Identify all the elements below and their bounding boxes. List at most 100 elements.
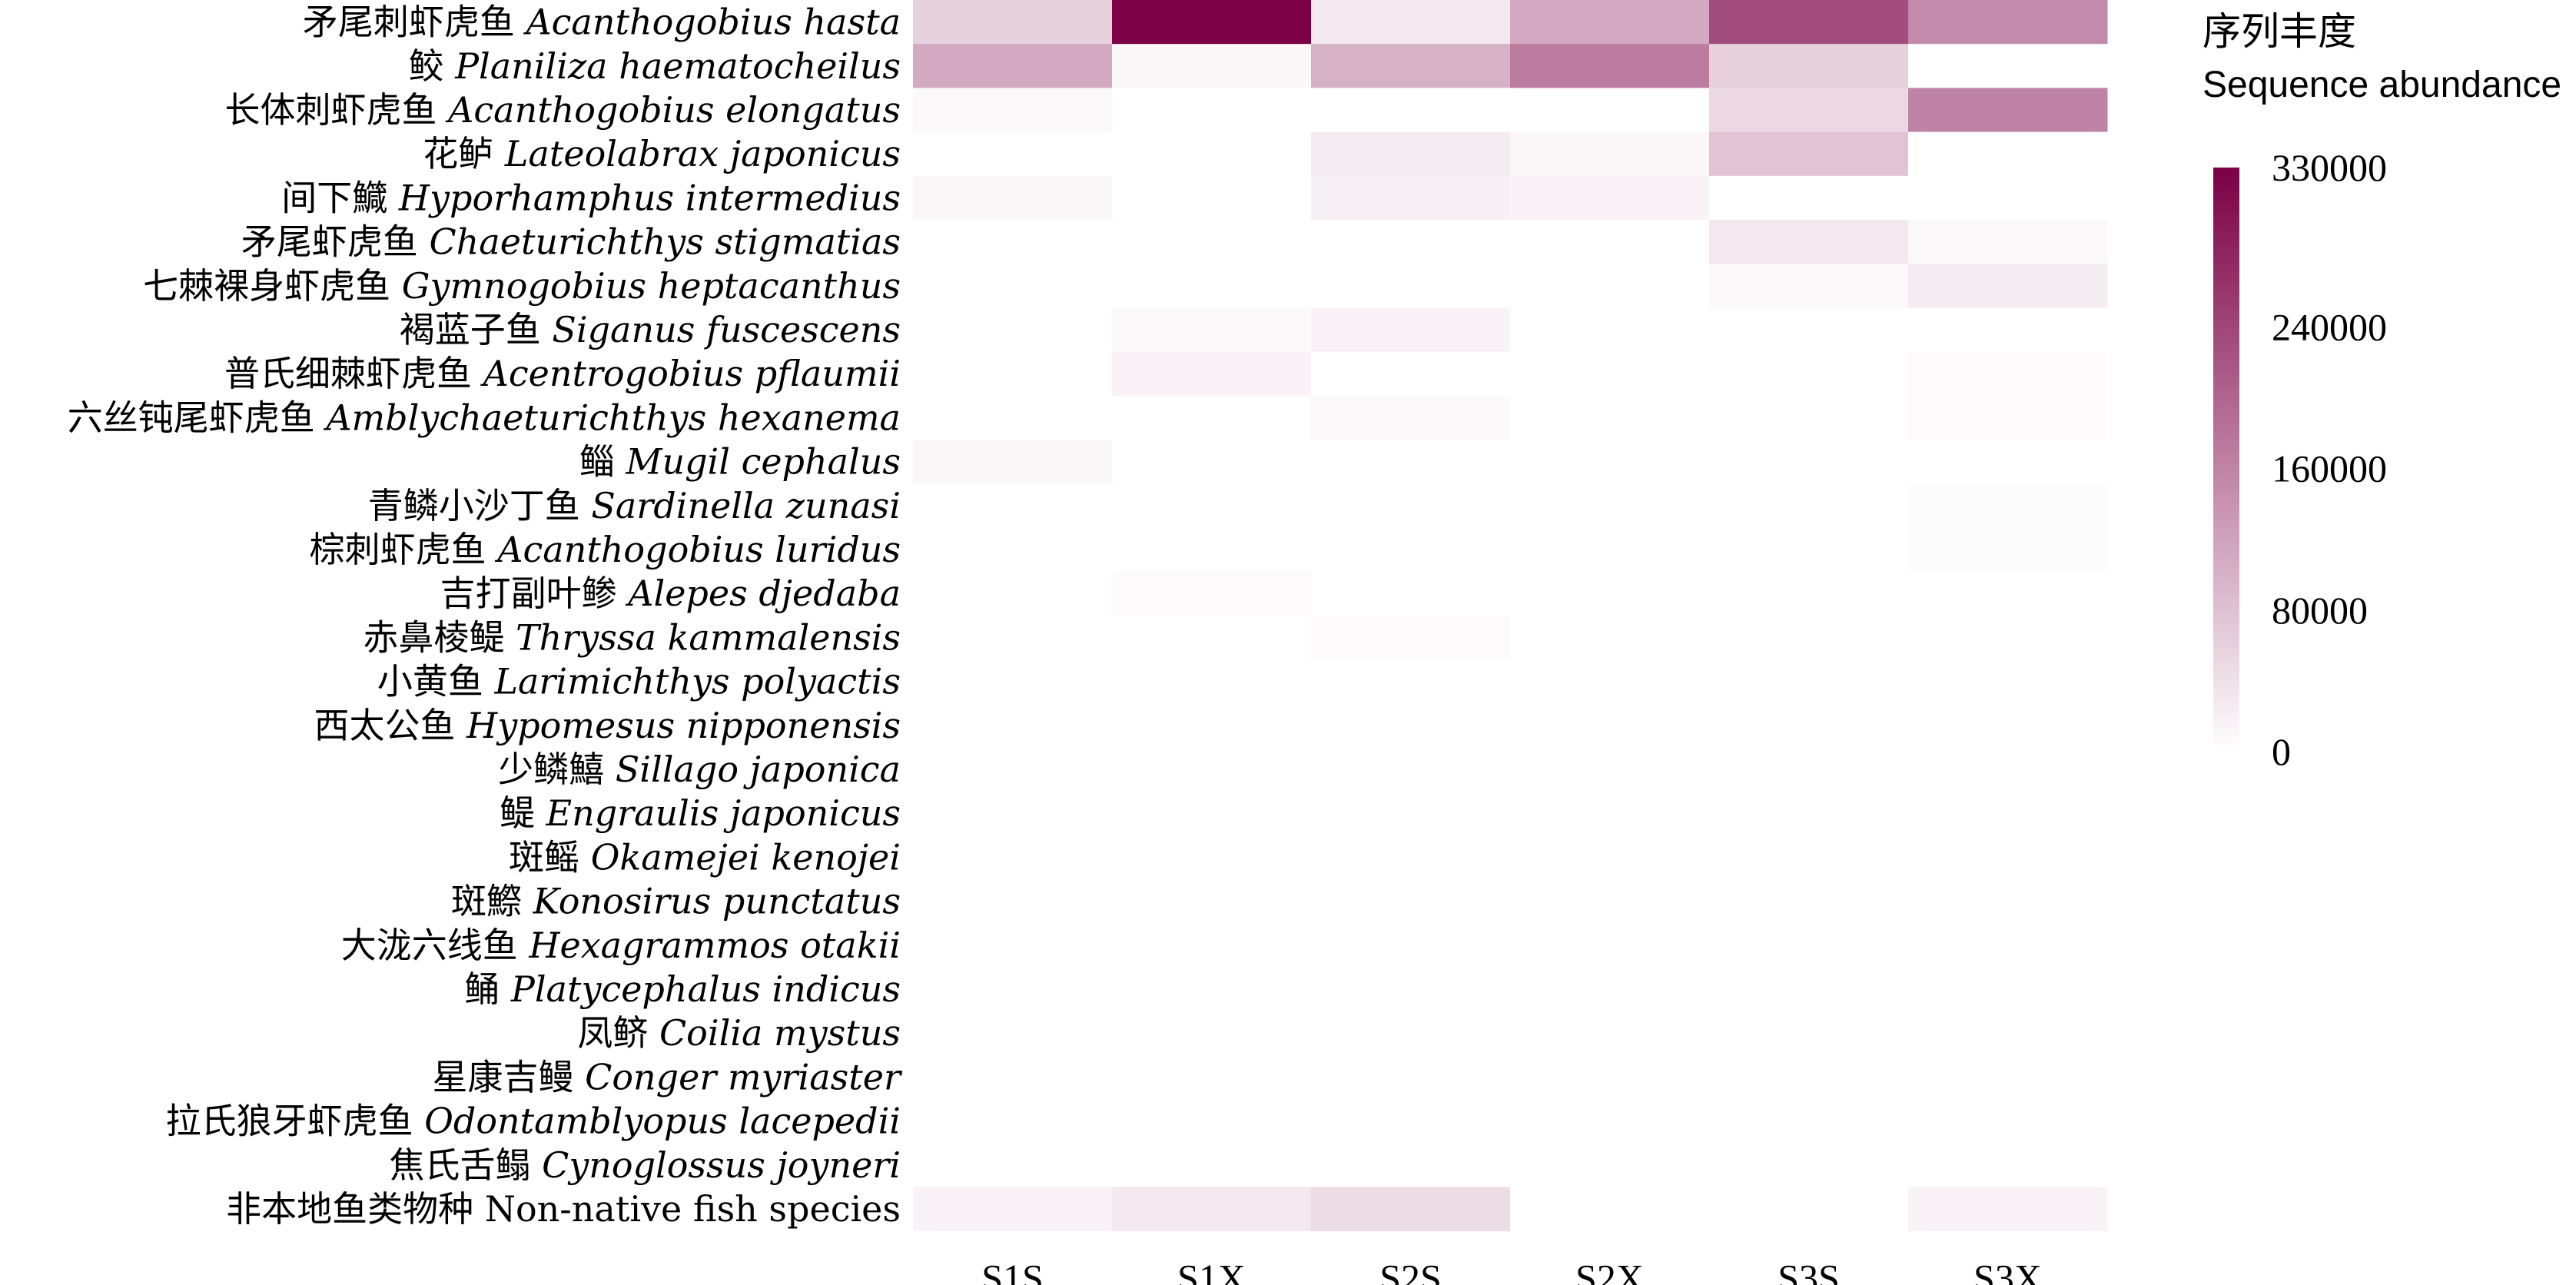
heatmap-cell-r24-c1 <box>1112 1054 1312 1100</box>
heatmap-cell-r26-c4 <box>1709 1143 1909 1187</box>
heatmap-cell-r23-c4 <box>1709 1011 1909 1056</box>
legend-tick-label: 0 <box>2272 730 2291 773</box>
heatmap-cell-r23-c2 <box>1311 1011 1511 1056</box>
legend-subtitle: Sequence abundance <box>2203 65 2561 105</box>
row-label: 斑鰶 Konosirus punctatus <box>451 881 901 922</box>
heatmap-cell-r3-c0 <box>913 131 1113 177</box>
heatmap-cell-r10-c1 <box>1112 440 1312 484</box>
heatmap-cell-r3-c1 <box>1112 131 1312 177</box>
row-label-latin: Acanthogobius luridus <box>494 529 901 570</box>
heatmap-cell-r17-c1 <box>1112 747 1312 792</box>
heatmap-cell-r2-c4 <box>1709 88 1909 133</box>
heatmap-cell-r14-c2 <box>1311 615 1511 660</box>
heatmap-cell-r12-c0 <box>913 527 1113 573</box>
heatmap-cell-r14-c1 <box>1112 615 1312 660</box>
heatmap-cell-r12-c1 <box>1112 527 1312 573</box>
heatmap-cell-r18-c5 <box>1908 791 2108 836</box>
row-label-latin: Cynoglossus joyneri <box>542 1144 901 1186</box>
heatmap-cell-r27-c1 <box>1112 1187 1312 1232</box>
heatmap-cell-r5-c1 <box>1112 220 1312 264</box>
legend-title: 序列丰度 <box>2203 9 2356 54</box>
row-label: 七棘裸身虾虎鱼 Gymnogobius heptacanthus <box>143 265 901 307</box>
heatmap-cell-r19-c5 <box>1908 835 2108 880</box>
row-label: 小黄鱼 Larimichthys polyactis <box>377 661 901 702</box>
heatmap-cell-r21-c4 <box>1709 923 1909 968</box>
heatmap-cell-r3-c2 <box>1311 131 1511 177</box>
heatmap-cell-r14-c3 <box>1510 615 1710 660</box>
row-label-chinese: 星康吉鳗 <box>433 1056 586 1097</box>
heatmap-cell-r27-c4 <box>1709 1187 1909 1232</box>
heatmap-cell-r27-c0 <box>913 1187 1113 1232</box>
row-label-chinese: 斑鰶 <box>451 881 533 922</box>
row-label: 六丝钝尾虾虎鱼 Amblychaeturichthys hexanema <box>68 397 901 438</box>
row-label-latin: Hypomesus nipponensis <box>466 705 901 746</box>
row-label-latin: Conger myriaster <box>585 1056 903 1097</box>
heatmap-cell-r25-c5 <box>1908 1099 2108 1144</box>
heatmap-cell-r14-c0 <box>913 615 1113 660</box>
row-label: 青鳞小沙丁鱼 Sardinella zunasi <box>368 485 901 526</box>
row-label-chinese: 鲻 <box>579 441 626 483</box>
heatmap-cell-r7-c5 <box>1908 307 2108 353</box>
row-label-latin: Alepes djedaba <box>625 573 901 614</box>
heatmap-cell-r0-c5 <box>1908 0 2108 45</box>
heatmap-cell-r16-c2 <box>1311 703 1511 748</box>
heatmap-cell-r11-c3 <box>1510 483 1710 528</box>
heatmap-cell-r17-c3 <box>1510 747 1710 792</box>
heatmap-cell-r1-c1 <box>1112 44 1312 88</box>
column-label: S1S <box>981 1257 1044 1285</box>
heatmap-cell-r26-c1 <box>1112 1143 1312 1187</box>
heatmap-cell-r6-c2 <box>1311 264 1511 308</box>
row-label: 褐蓝子鱼 Siganus fuscescens <box>400 309 901 350</box>
heatmap-cell-r10-c3 <box>1510 440 1710 484</box>
heatmap-cell-r23-c1 <box>1112 1011 1312 1056</box>
row-label: 间下鱵 Hyporhamphus intermedius <box>281 177 901 218</box>
legend-tick-label: 160000 <box>2272 447 2387 490</box>
heatmap-cell-r27-c5 <box>1908 1187 2108 1232</box>
row-label-latin: Amblychaeturichthys hexanema <box>323 397 901 438</box>
heatmap-cell-r8-c3 <box>1510 351 1710 397</box>
row-label-chinese: 花鲈 <box>423 133 505 174</box>
row-label-chinese: 小黄鱼 <box>377 661 495 702</box>
row-label-chinese: 非本地鱼类物种 <box>226 1188 485 1230</box>
heatmap-cell-r0-c1 <box>1112 0 1312 45</box>
heatmap-cell-r0-c0 <box>913 0 1113 45</box>
heatmap-cell-r15-c4 <box>1709 659 1909 704</box>
row-label-chinese: 凤鲚 <box>577 1012 659 1054</box>
heatmap-cell-r7-c0 <box>913 307 1113 353</box>
column-labels: S1S S1X S2S S2X S3S S3X <box>981 1257 2042 1285</box>
heatmap-cell-r20-c5 <box>1908 879 2108 924</box>
column-label: S2S <box>1379 1257 1442 1285</box>
heatmap-cell-r19-c1 <box>1112 835 1312 880</box>
heatmap-cell-r12-c2 <box>1311 527 1511 573</box>
heatmap-cell-r0-c3 <box>1510 0 1710 45</box>
row-label-latin: Odontamblyopus lacepedii <box>424 1101 901 1142</box>
column-label: S1X <box>1177 1257 1246 1285</box>
row-label-chinese: 七棘裸身虾虎鱼 <box>143 265 402 307</box>
heatmap-cell-r20-c2 <box>1311 879 1511 924</box>
heatmap-cell-r26-c5 <box>1908 1143 2108 1187</box>
heatmap-cell-r17-c5 <box>1908 747 2108 792</box>
heatmap-cell-r17-c2 <box>1311 747 1511 792</box>
heatmap-cell-r17-c4 <box>1709 747 1909 792</box>
heatmap-cell-r3-c3 <box>1510 131 1710 177</box>
row-label-chinese: 褐蓝子鱼 <box>400 309 553 350</box>
heatmap-cell-r5-c3 <box>1510 220 1710 264</box>
heatmap-cell-r4-c5 <box>1908 175 2108 221</box>
heatmap-cell-r22-c3 <box>1510 967 1710 1012</box>
row-label: 鲬 Platycephalus indicus <box>464 968 901 1010</box>
heatmap-cell-r16-c4 <box>1709 703 1909 748</box>
row-label: 凤鲚 Coilia mystus <box>577 1012 901 1054</box>
heatmap-cell-r26-c2 <box>1311 1143 1511 1187</box>
heatmap-cell-r5-c2 <box>1311 220 1511 264</box>
heatmap-cell-r5-c5 <box>1908 220 2108 264</box>
heatmap-cell-r4-c1 <box>1112 175 1312 221</box>
column-label: S3X <box>1973 1257 2042 1285</box>
heatmap-cell-r18-c3 <box>1510 791 1710 836</box>
row-label-latin: Acentrogobius pflaumii <box>480 353 901 394</box>
row-label: 赤鼻棱鳀 Thryssa kammalensis <box>363 616 901 658</box>
heatmap-cell-r21-c5 <box>1908 923 2108 968</box>
row-label-latin: Hexagrammos otakii <box>528 925 901 966</box>
row-label: 斑鳐 Okamejei kenojei <box>509 836 901 878</box>
heatmap-cell-r6-c5 <box>1908 264 2108 308</box>
